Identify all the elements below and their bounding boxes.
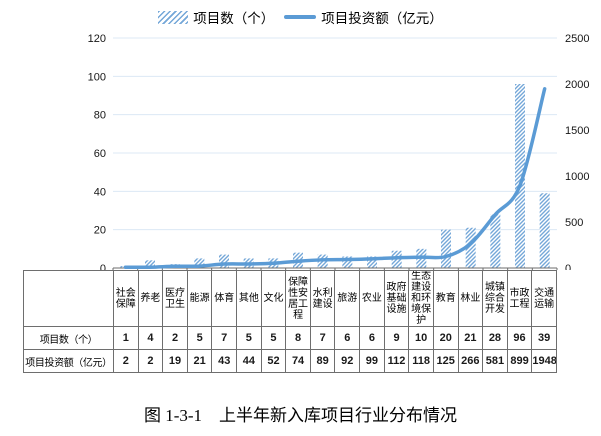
value-cell: 39 bbox=[531, 326, 557, 350]
line-series bbox=[123, 87, 547, 269]
bar bbox=[490, 214, 501, 268]
category-cell: 旅游 bbox=[334, 270, 361, 327]
value-cell: 2 bbox=[137, 349, 164, 373]
svg-text:20: 20 bbox=[94, 225, 106, 237]
bar bbox=[539, 193, 550, 268]
value-cell: 74 bbox=[285, 349, 311, 373]
value-cell: 1948 bbox=[531, 349, 557, 373]
value-cell: 6 bbox=[359, 326, 385, 350]
category-cell: 生态建设和环境保护 bbox=[408, 270, 434, 327]
chart-data-table: 社会保障 养老 医疗卫生 能源 体育 其他 文化 保障性安居工程 水利建设 旅游 农业 政府基础设施生… bbox=[23, 270, 557, 373]
value-cell: 118 bbox=[408, 349, 434, 373]
value-cell: 2 bbox=[162, 326, 188, 350]
svg-text:1000: 1000 bbox=[565, 171, 589, 183]
value-cell: 19 bbox=[162, 349, 188, 373]
category-cell: 政府基础设施 bbox=[383, 270, 410, 327]
value-cell: 112 bbox=[383, 349, 410, 373]
category-cell: 养老 bbox=[137, 270, 164, 327]
figure-caption: 图 1-3-1 上半年新入库项目行业分布情况 bbox=[143, 406, 458, 425]
value-cell: 43 bbox=[211, 349, 238, 373]
value-cell: 7 bbox=[309, 326, 336, 350]
svg-text:40: 40 bbox=[94, 186, 106, 198]
bar bbox=[145, 260, 155, 268]
category-cell: 林业 bbox=[457, 270, 484, 327]
category-cell: 文化 bbox=[260, 270, 287, 327]
right-axis-labels: 0 500 1000 1500 2000 2500 bbox=[565, 33, 589, 275]
svg-text:1500: 1500 bbox=[565, 125, 589, 137]
category-cell: 保障性安居工程 bbox=[285, 270, 311, 327]
value-cell: 7 bbox=[211, 326, 238, 350]
row-header: 项目数（个） bbox=[23, 326, 114, 350]
value-cell: 99 bbox=[359, 349, 385, 373]
category-cell: 社会保障 bbox=[113, 270, 139, 327]
bar bbox=[367, 256, 377, 268]
bar-series bbox=[120, 84, 550, 268]
svg-text:0: 0 bbox=[565, 263, 571, 270]
svg-text:100: 100 bbox=[88, 71, 106, 83]
value-cell: 21 bbox=[457, 326, 484, 350]
value-cell: 1 bbox=[113, 326, 139, 350]
value-cell: 2 bbox=[113, 349, 139, 373]
legend-label-investment: 项目投资额（亿元） bbox=[321, 11, 443, 26]
legend-item-investment: 项目投资额（亿元） bbox=[284, 7, 443, 27]
svg-text:120: 120 bbox=[88, 33, 106, 45]
value-cell: 266 bbox=[457, 349, 484, 373]
category-cell: 市政工程 bbox=[506, 270, 533, 327]
category-cell: 交通运输 bbox=[531, 270, 557, 327]
category-row: 社会保障 养老 医疗卫生 能源 体育 其他 文化 保障性安居工程 水利建设 旅游 农业 政府基础设施生… bbox=[23, 270, 557, 327]
value-cell: 20 bbox=[432, 326, 459, 350]
table-row: 项目投资额（亿元） 2 2 19 21 43 44 52 74 89 92 99 112 118 125 26… bbox=[23, 349, 557, 373]
chart-legend: 项目数（个） 项目投资额（亿元） bbox=[0, 7, 601, 27]
gridlines bbox=[113, 37, 557, 231]
legend-label-project-count: 项目数（个） bbox=[193, 11, 275, 26]
row-header: 项目投资额（亿元） bbox=[23, 349, 114, 373]
bar bbox=[441, 229, 451, 268]
svg-text:0: 0 bbox=[100, 263, 106, 270]
value-cell: 125 bbox=[432, 349, 459, 373]
svg-text:500: 500 bbox=[565, 217, 583, 229]
value-cell: 10 bbox=[408, 326, 434, 350]
svg-text:2000: 2000 bbox=[565, 79, 589, 91]
table-row: 项目数（个） 1 4 2 5 7 5 5 8 7 6 6 9 10 20 21 28 96 39 bbox=[23, 326, 557, 350]
category-cell: 医疗卫生 bbox=[162, 270, 188, 327]
value-cell: 28 bbox=[482, 326, 508, 350]
value-cell: 6 bbox=[334, 326, 361, 350]
left-axis-labels: 0 20 40 60 80 100 120 bbox=[88, 33, 106, 275]
value-cell: 89 bbox=[309, 349, 336, 373]
line-swatch-icon bbox=[284, 15, 317, 19]
category-cell: 水利建设 bbox=[309, 270, 336, 327]
category-cell: 教育 bbox=[432, 270, 459, 327]
value-cell: 9 bbox=[383, 326, 410, 350]
svg-text:80: 80 bbox=[94, 110, 106, 122]
value-cell: 5 bbox=[236, 326, 262, 350]
bar bbox=[465, 227, 476, 268]
value-cell: 8 bbox=[285, 326, 311, 350]
category-cell: 城镇综合开发 bbox=[482, 270, 508, 327]
svg-text:60: 60 bbox=[94, 148, 106, 160]
value-cell: 52 bbox=[260, 349, 287, 373]
value-cell: 5 bbox=[186, 326, 213, 350]
value-cell: 96 bbox=[506, 326, 533, 350]
svg-text:2500: 2500 bbox=[565, 33, 589, 45]
value-cell: 899 bbox=[506, 349, 533, 373]
category-cell: 农业 bbox=[359, 270, 385, 327]
value-cell: 44 bbox=[236, 349, 262, 373]
combo-chart: 0 20 40 60 80 100 120 0 500 1000 1500 2000 2500 bbox=[88, 33, 590, 275]
value-cell: 21 bbox=[186, 349, 213, 373]
bar bbox=[219, 254, 229, 268]
category-cell: 能源 bbox=[186, 270, 213, 327]
category-cell: 体育 bbox=[211, 270, 238, 327]
value-cell: 581 bbox=[482, 349, 508, 373]
bar bbox=[342, 256, 353, 268]
hatched-bar-swatch-icon bbox=[158, 10, 189, 24]
bar bbox=[515, 84, 525, 268]
value-cell: 92 bbox=[334, 349, 361, 373]
value-cell: 4 bbox=[137, 326, 164, 350]
bar bbox=[194, 258, 205, 268]
table-corner-blank bbox=[23, 270, 114, 327]
category-cell: 其他 bbox=[236, 270, 262, 327]
legend-item-project-count: 项目数（个） bbox=[158, 7, 274, 27]
value-cell: 5 bbox=[260, 326, 287, 350]
